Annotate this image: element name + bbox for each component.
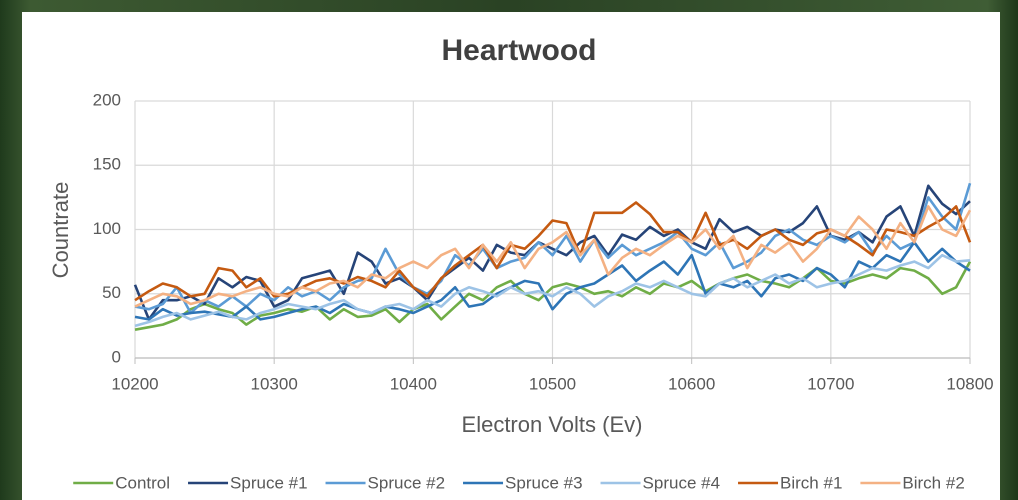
y-axis-label: Countrate xyxy=(48,182,73,279)
x-tick-label: 10800 xyxy=(946,374,993,393)
legend-label: Spruce #1 xyxy=(230,473,308,492)
chart-title: Heartwood xyxy=(441,34,596,67)
x-axis-label: Electron Volts (Ev) xyxy=(462,412,643,437)
y-tick-label: 150 xyxy=(93,155,121,174)
x-tick-label: 10300 xyxy=(251,374,298,393)
legend-label: Control xyxy=(115,473,170,492)
legend-label: Spruce #2 xyxy=(368,473,446,492)
y-tick-label: 50 xyxy=(102,283,121,302)
legend-label: Birch #1 xyxy=(780,473,842,492)
chart: Heartwood Electron Volts (Ev) Countrate … xyxy=(0,0,1018,500)
y-tick-label: 100 xyxy=(93,219,121,238)
x-tick-label: 10200 xyxy=(111,374,158,393)
y-tick-label: 200 xyxy=(93,90,121,109)
x-tick-label: 10400 xyxy=(390,374,437,393)
x-tick-label: 10500 xyxy=(529,374,576,393)
legend-label: Spruce #4 xyxy=(643,473,721,492)
legend-label: Birch #2 xyxy=(902,473,964,492)
x-tick-label: 10700 xyxy=(807,374,854,393)
page: {"chart_data": {"type": "line", "title":… xyxy=(0,0,1018,500)
x-tick-label: 10600 xyxy=(668,374,715,393)
legend-label: Spruce #3 xyxy=(505,473,583,492)
y-tick-label: 0 xyxy=(112,347,121,366)
